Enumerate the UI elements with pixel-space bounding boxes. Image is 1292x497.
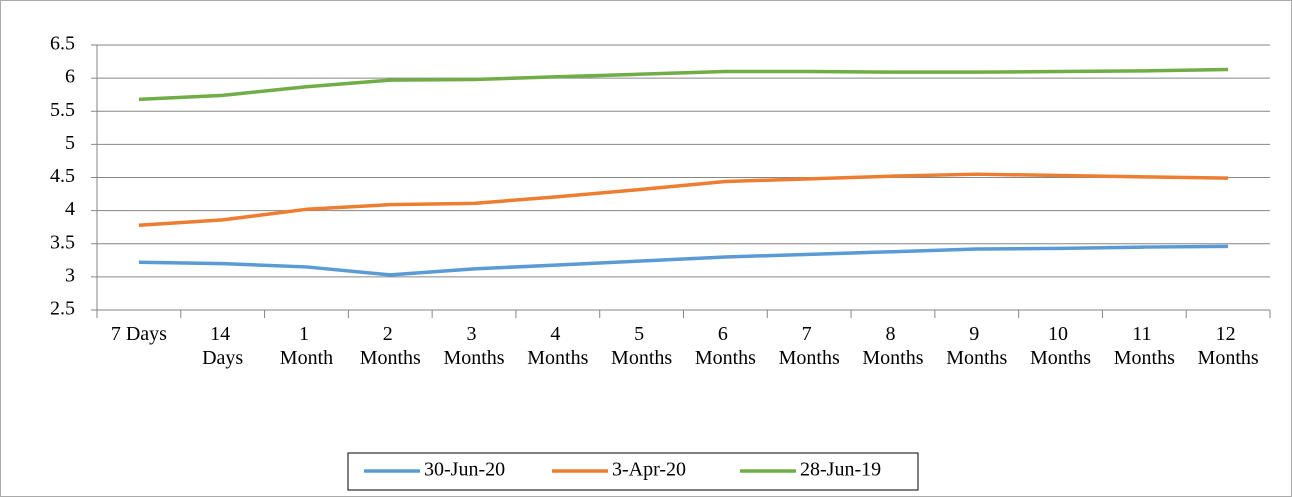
legend-box: [347, 452, 919, 491]
legend-label: 30-Jun-20: [424, 459, 505, 481]
legend-label: 3-Apr-20: [612, 459, 686, 481]
y-tick-label: 4.5: [50, 165, 75, 187]
y-tick-label: 2.5: [50, 298, 75, 320]
x-tick-label: 14 Days: [202, 323, 243, 369]
y-tick-label: 4: [65, 198, 75, 220]
series-line: [138, 67, 1229, 102]
x-tick-label: 6 Months: [695, 323, 756, 369]
y-tick-label: 6: [65, 66, 75, 88]
y-tick-label: 3: [65, 264, 75, 286]
x-tick-label: 7 Months: [779, 323, 840, 369]
x-tick-label: 2 Months: [360, 323, 421, 369]
x-tick-label: 1 Month: [280, 323, 333, 369]
legend-label: 28-Jun-19: [800, 459, 881, 481]
x-tick-label: 10 Months: [1030, 323, 1091, 369]
y-tick-label: 3.5: [50, 231, 75, 253]
series-line: [138, 244, 1229, 277]
x-tick-label: 11 Months: [1114, 323, 1175, 369]
x-tick-label: 7 Days: [111, 323, 167, 345]
x-tick-label: 3 Months: [443, 323, 504, 369]
x-tick-label: 4 Months: [527, 323, 588, 369]
x-tick-label: 8 Months: [862, 323, 923, 369]
x-tick-label: 5 Months: [611, 323, 672, 369]
y-tick-label: 5.5: [50, 99, 75, 121]
series-line: [138, 172, 1229, 227]
y-tick-label: 6.5: [50, 33, 75, 55]
y-tick-label: 5: [65, 132, 75, 154]
x-tick-label: 12 Months: [1198, 323, 1259, 369]
x-tick-label: 9 Months: [946, 323, 1007, 369]
